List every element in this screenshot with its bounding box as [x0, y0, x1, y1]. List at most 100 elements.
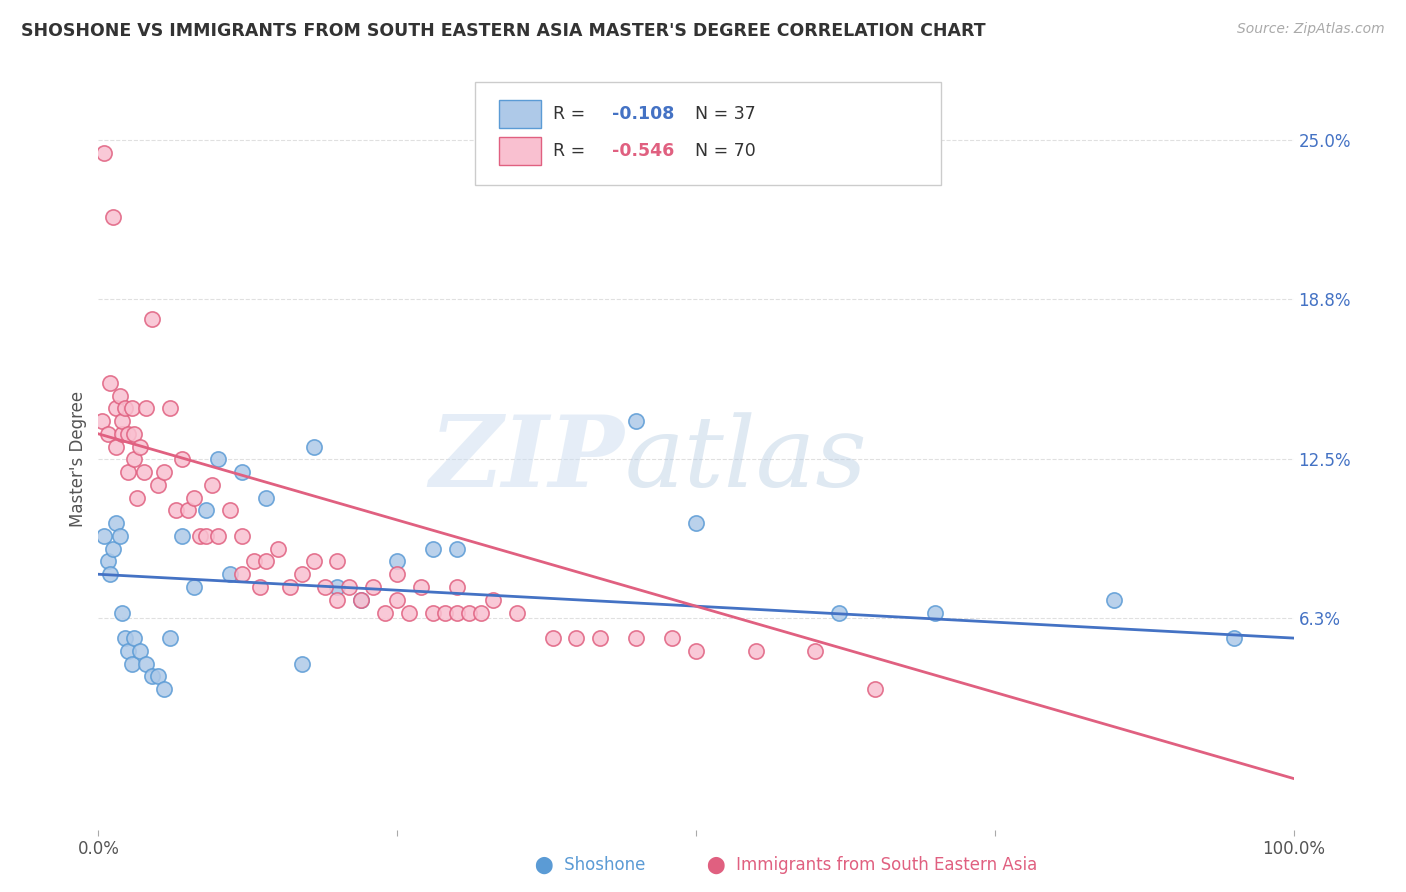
Point: [446, 580, 468, 594]
Text: ⬤  Shoshone: ⬤ Shoshone: [536, 856, 645, 874]
Point: [458, 606, 481, 620]
Point: [105, 440, 128, 454]
Point: [385, 554, 409, 568]
Point: [565, 631, 588, 645]
Point: [254, 554, 277, 568]
Point: [231, 529, 253, 543]
Point: [135, 401, 157, 416]
Point: [398, 606, 420, 620]
Text: ZIP: ZIP: [429, 411, 624, 508]
Point: [685, 516, 707, 531]
Point: [117, 465, 139, 479]
Point: [315, 580, 337, 594]
Point: [114, 631, 136, 645]
Point: [148, 669, 170, 683]
Text: Source: ZipAtlas.com: Source: ZipAtlas.com: [1237, 22, 1385, 37]
Point: [541, 631, 564, 645]
Point: [385, 592, 409, 607]
Point: [254, 491, 277, 505]
Text: R =: R =: [553, 104, 591, 122]
Text: R =: R =: [553, 142, 591, 160]
Point: [828, 606, 851, 620]
Point: [589, 631, 612, 645]
Text: atlas: atlas: [624, 412, 868, 507]
Point: [101, 210, 124, 224]
Point: [165, 503, 187, 517]
Point: [207, 452, 229, 467]
Point: [153, 682, 176, 697]
Point: [129, 440, 152, 454]
Point: [267, 541, 290, 556]
Point: [446, 606, 468, 620]
Point: [470, 606, 492, 620]
Text: ⬤  Immigrants from South Eastern Asia: ⬤ Immigrants from South Eastern Asia: [707, 856, 1036, 874]
Point: [195, 503, 218, 517]
Point: [1223, 631, 1246, 645]
Point: [108, 529, 131, 543]
Point: [129, 644, 152, 658]
Point: [98, 567, 122, 582]
Point: [121, 657, 143, 671]
Point: [243, 554, 266, 568]
Point: [291, 567, 314, 582]
Point: [804, 644, 827, 658]
Point: [326, 580, 349, 594]
Point: [135, 657, 157, 671]
Point: [93, 529, 115, 543]
Point: [219, 567, 242, 582]
Point: [626, 414, 648, 428]
FancyBboxPatch shape: [499, 100, 541, 128]
Point: [231, 465, 253, 479]
Point: [97, 554, 120, 568]
Point: [745, 644, 768, 658]
Point: [111, 414, 134, 428]
FancyBboxPatch shape: [499, 137, 541, 165]
Text: -0.546: -0.546: [613, 142, 675, 160]
Point: [183, 580, 205, 594]
Text: N = 70: N = 70: [685, 142, 756, 160]
Point: [422, 541, 444, 556]
Point: [350, 592, 373, 607]
Point: [326, 592, 349, 607]
Point: [124, 452, 146, 467]
Point: [661, 631, 683, 645]
Point: [111, 606, 134, 620]
Point: [121, 401, 143, 416]
Point: [148, 478, 170, 492]
Point: [231, 567, 253, 582]
Point: [105, 401, 128, 416]
Point: [117, 644, 139, 658]
Point: [91, 414, 114, 428]
Point: [302, 440, 325, 454]
Point: [108, 388, 131, 402]
Point: [105, 516, 128, 531]
Point: [385, 567, 409, 582]
Point: [188, 529, 211, 543]
Y-axis label: Master's Degree: Master's Degree: [69, 392, 87, 527]
Point: [506, 606, 529, 620]
Point: [172, 529, 194, 543]
Point: [201, 478, 224, 492]
Point: [93, 146, 115, 161]
Point: [124, 426, 146, 441]
Point: [114, 401, 136, 416]
Point: [141, 312, 163, 326]
Point: [924, 606, 946, 620]
Point: [124, 631, 146, 645]
Point: [111, 426, 134, 441]
Point: [350, 592, 373, 607]
Point: [177, 503, 200, 517]
Point: [141, 669, 163, 683]
Text: SHOSHONE VS IMMIGRANTS FROM SOUTH EASTERN ASIA MASTER'S DEGREE CORRELATION CHART: SHOSHONE VS IMMIGRANTS FROM SOUTH EASTER…: [21, 22, 986, 40]
FancyBboxPatch shape: [475, 82, 941, 186]
Point: [291, 657, 314, 671]
Text: N = 37: N = 37: [685, 104, 756, 122]
Point: [117, 426, 139, 441]
Point: [326, 554, 349, 568]
Point: [434, 606, 457, 620]
Point: [446, 541, 468, 556]
Point: [132, 465, 155, 479]
Point: [207, 529, 229, 543]
Point: [97, 426, 120, 441]
Point: [422, 606, 444, 620]
